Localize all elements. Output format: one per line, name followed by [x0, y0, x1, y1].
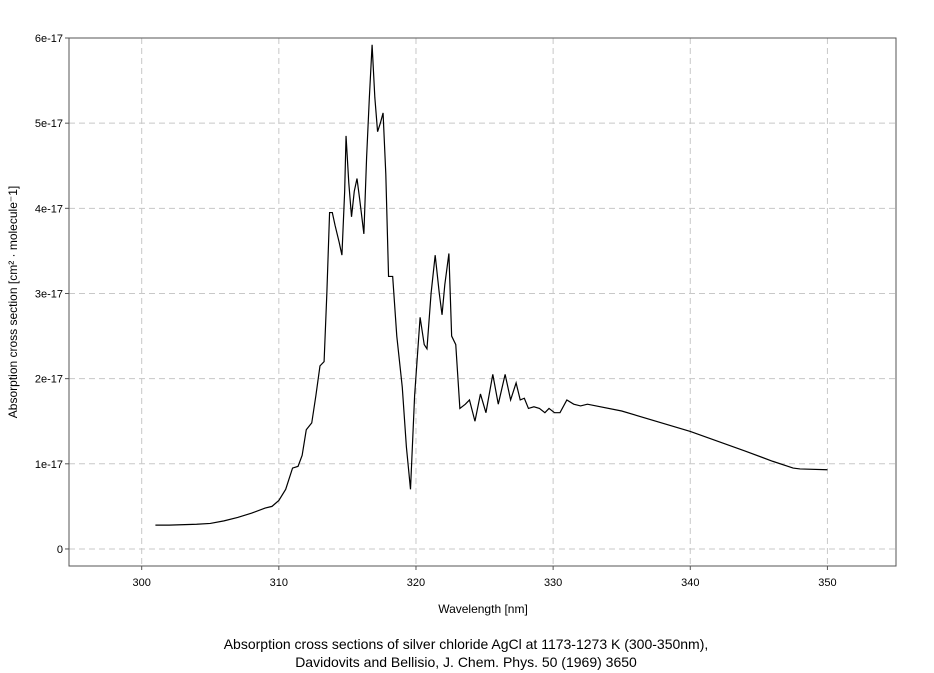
- y-tick-label: 0: [57, 544, 63, 556]
- x-tick-label: 340: [681, 577, 699, 589]
- x-tick-label: 310: [270, 577, 288, 589]
- ticks: 0 1e-17 2e-17 3e-17 4e-17 5e-17 6e-17 300 310 320…: [35, 33, 837, 589]
- marks: [155, 44, 828, 526]
- x-tick-label: 330: [544, 577, 562, 589]
- y-tick-label: 5e-17: [35, 118, 63, 130]
- x-tick-label: 350: [818, 577, 836, 589]
- chart-subtitle: Davidovits and Bellisio, J. Chem. Phys. …: [295, 654, 637, 670]
- y-axis-label: Absorption cross section [cm² · molecule…: [6, 186, 20, 418]
- y-tick-label: 2e-17: [35, 374, 63, 386]
- y-tick-label: 3e-17: [35, 288, 63, 300]
- y-tick-label: 4e-17: [35, 203, 63, 215]
- x-tick-label: 320: [407, 577, 425, 589]
- chart-title: Absorption cross sections of silver chlo…: [224, 636, 709, 652]
- y-tick-label: 6e-17: [35, 33, 63, 45]
- plot-frame: [68, 37, 897, 567]
- x-tick-label: 300: [133, 577, 151, 589]
- y-tick-label: 1e-17: [35, 459, 63, 471]
- x-axis-label: Wavelength [nm]: [438, 602, 528, 616]
- data-line: [155, 44, 828, 526]
